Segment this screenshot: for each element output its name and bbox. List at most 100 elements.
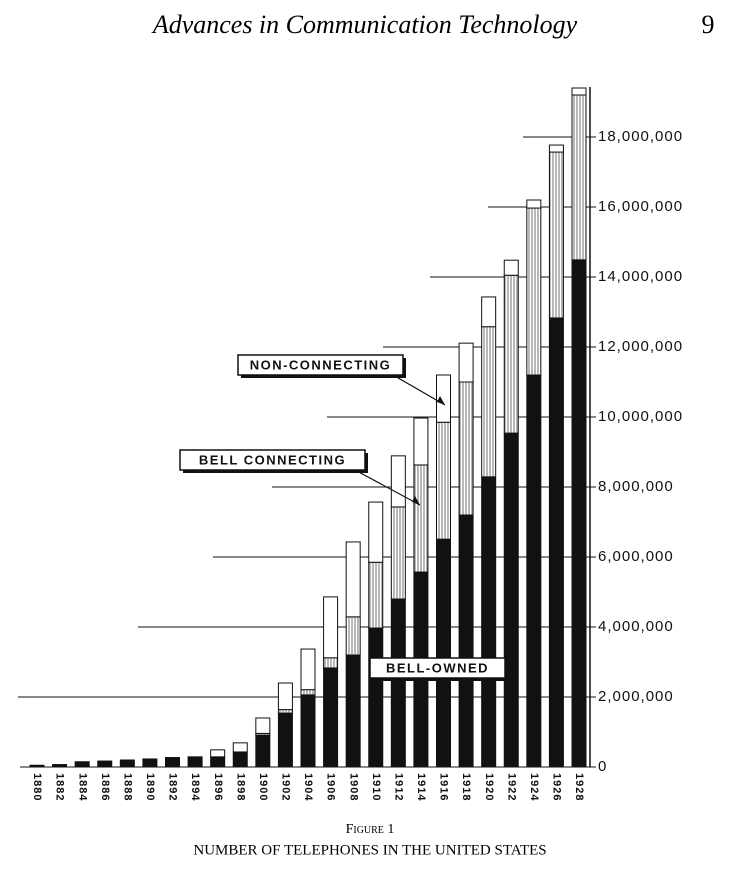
bar-segment <box>413 417 429 466</box>
x-tick-label: 1886 <box>99 773 111 801</box>
bar-segment <box>323 596 339 659</box>
bar-segment <box>255 734 271 768</box>
y-tick-label: 8,000,000 <box>598 478 674 495</box>
bar-segment <box>142 758 158 768</box>
bar-segment <box>526 199 542 209</box>
x-tick-label: 1884 <box>76 773 88 801</box>
bar-segment <box>277 712 293 768</box>
legend-arrowhead <box>437 396 445 405</box>
legend-label: NON-CONNECTING <box>250 357 392 372</box>
x-tick-label: 1928 <box>573 773 585 801</box>
x-tick-label: 1898 <box>234 773 246 801</box>
bar-segment <box>571 94 587 261</box>
y-tick-label: 0 <box>598 758 607 775</box>
legend-label: BELL CONNECTING <box>199 452 346 467</box>
bar-segment <box>503 259 519 276</box>
legend-label: BELL-OWNED <box>386 660 489 675</box>
x-tick-label: 1920 <box>483 773 495 801</box>
legend-box <box>369 657 506 679</box>
bar-segment <box>368 561 384 629</box>
bar-segment <box>548 151 564 319</box>
bar-segment <box>210 749 226 758</box>
bar-segment <box>436 421 451 540</box>
legend-arrow <box>354 469 421 506</box>
x-tick-label: 1916 <box>438 773 450 801</box>
bar-segment <box>232 742 248 753</box>
bar-segment <box>97 760 113 768</box>
bar-segment <box>548 317 564 768</box>
legend-box <box>237 354 404 376</box>
bar-segment <box>436 538 451 768</box>
x-tick-label: 1894 <box>189 773 201 801</box>
y-tick-label: 6,000,000 <box>598 548 674 565</box>
bar-segment <box>503 274 519 434</box>
x-tick-label: 1890 <box>144 773 156 801</box>
y-tick-label: 14,000,000 <box>598 268 683 285</box>
x-tick-label: 1882 <box>54 773 66 801</box>
y-tick-label: 12,000,000 <box>598 338 683 355</box>
bar-segment <box>74 761 90 768</box>
bar-segment <box>458 381 474 516</box>
x-tick-label: 1900 <box>257 773 269 801</box>
bar-segment <box>390 506 406 600</box>
bar-segment <box>458 342 474 383</box>
y-tick-label: 2,000,000 <box>598 688 674 705</box>
bar-segment <box>571 87 587 96</box>
figure-caption: NUMBER OF TELEPHONES IN THE UNITED STATE… <box>193 842 546 858</box>
bar-segment <box>52 764 68 768</box>
x-tick-label: 1918 <box>460 773 472 801</box>
figure-label: Figure 1 <box>346 822 395 837</box>
legend-arrowhead <box>412 496 420 505</box>
bar-segment <box>390 455 406 508</box>
bar-segment <box>300 689 316 696</box>
x-tick-label: 1906 <box>325 773 337 801</box>
bar-segment <box>277 709 293 714</box>
bar-segment <box>481 326 497 478</box>
x-tick-label: 1926 <box>551 773 563 801</box>
x-tick-label: 1892 <box>167 773 179 801</box>
bar-segment <box>548 144 564 153</box>
x-tick-label: 1896 <box>212 773 224 801</box>
x-tick-label: 1902 <box>280 773 292 801</box>
bar-segment <box>413 464 429 573</box>
bar-segment <box>210 756 226 768</box>
bar-segment <box>345 654 361 768</box>
x-tick-label: 1904 <box>302 773 314 801</box>
bar-segment <box>368 627 384 768</box>
bar-segment <box>526 374 542 768</box>
page-number: 9 <box>702 10 715 39</box>
y-tick-label: 4,000,000 <box>598 618 674 635</box>
y-tick-label: 16,000,000 <box>598 198 683 215</box>
bar-segment <box>323 667 339 768</box>
bar-segment <box>232 751 248 768</box>
x-tick-label: 1910 <box>370 773 382 801</box>
y-tick-label: 10,000,000 <box>598 408 683 425</box>
x-tick-label: 1924 <box>528 773 540 801</box>
legend-box <box>179 449 366 471</box>
bar-segment <box>526 207 542 376</box>
bar-segment <box>390 598 406 768</box>
bar-segment <box>277 682 293 711</box>
bar-segment <box>436 374 451 423</box>
x-tick-label: 1912 <box>392 773 404 801</box>
bar-segment <box>345 616 361 656</box>
bar-segment <box>300 694 316 768</box>
x-tick-label: 1888 <box>121 773 133 801</box>
bar-segment <box>481 296 497 328</box>
legend-arrow <box>392 374 446 406</box>
bar-segment <box>255 717 271 734</box>
bar-segment <box>571 259 587 768</box>
bar-segment <box>481 476 497 768</box>
bar-segment <box>119 759 135 768</box>
running-title: Advances in Communication Technology <box>151 10 578 39</box>
bar-segment <box>323 657 339 669</box>
bar-segment <box>368 501 384 563</box>
bar-segment <box>29 764 45 768</box>
bar-segment <box>503 432 519 768</box>
bar-segment <box>165 757 180 768</box>
bar-segment <box>300 648 316 691</box>
x-tick-label: 1908 <box>347 773 359 801</box>
x-tick-label: 1922 <box>505 773 517 801</box>
bar-segment <box>458 514 474 768</box>
